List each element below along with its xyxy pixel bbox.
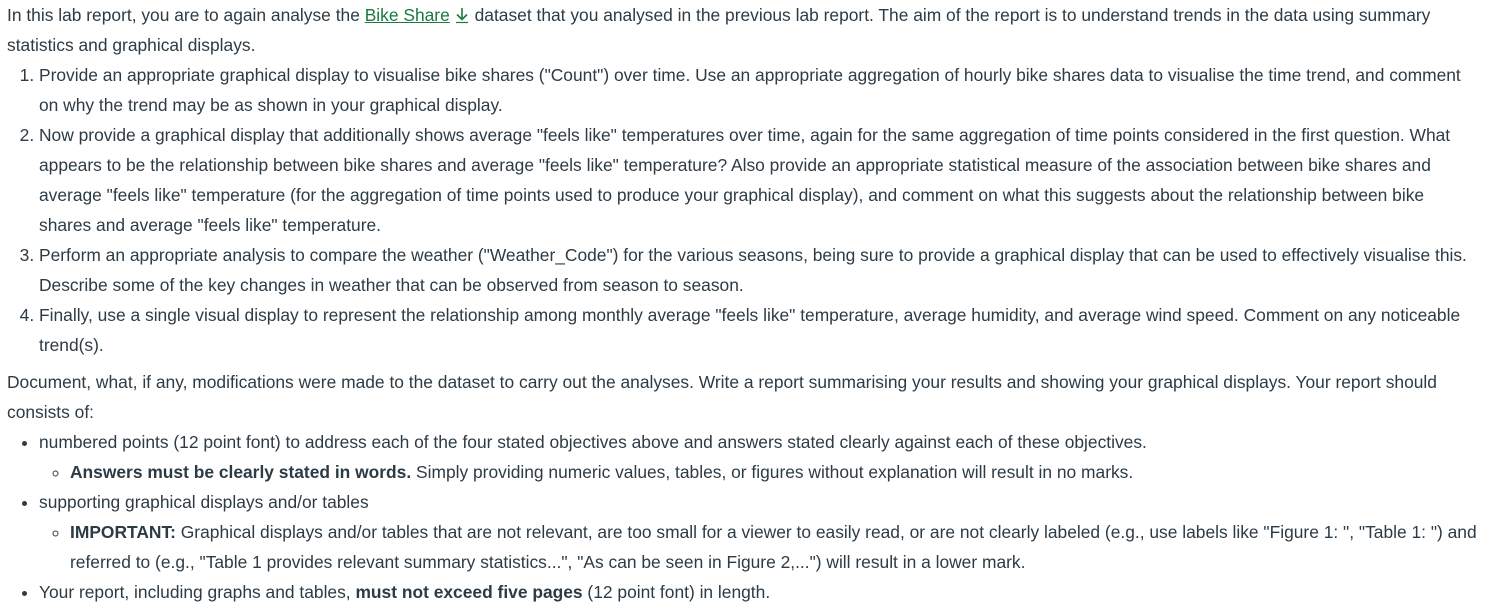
- objective-item: Provide an appropriate graphical display…: [39, 60, 1477, 120]
- intro-text-start: In this lab report, you are to again ana…: [7, 5, 365, 25]
- download-icon[interactable]: [454, 3, 470, 24]
- emphasis-text: IMPORTANT:: [70, 522, 176, 542]
- requirement-subitem: Answers must be clearly stated in words.…: [70, 457, 1477, 487]
- objectives-list: Provide an appropriate graphical display…: [7, 60, 1477, 360]
- objective-item: Finally, use a single visual display to …: [39, 300, 1477, 360]
- requirement-text: Your report, including graphs and tables…: [39, 582, 356, 602]
- bike-share-dataset-link[interactable]: Bike Share: [364, 5, 450, 25]
- document-paragraph: Document, what, if any, modifications we…: [7, 372, 1437, 422]
- intro-text-end: dataset that you analysed in the previou…: [7, 5, 1431, 55]
- requirement-subitem: IMPORTANT: Graphical displays and/or tab…: [70, 517, 1477, 577]
- report-requirements-list: numbered points (12 point font) to addre…: [7, 427, 1477, 607]
- report-requirement-item: Your report, including graphs and tables…: [39, 577, 1477, 607]
- objective-item: Perform an appropriate analysis to compa…: [39, 240, 1477, 300]
- requirement-sublist: IMPORTANT: Graphical displays and/or tab…: [39, 517, 1477, 577]
- objective-item: Now provide a graphical display that add…: [39, 120, 1477, 240]
- intro-paragraph: In this lab report, you are to again ana…: [7, 0, 1477, 60]
- subitem-text: Graphical displays and/or tables that ar…: [70, 522, 1477, 572]
- subitem-text: Simply providing numeric values, tables,…: [411, 462, 1134, 482]
- emphasis-text: Answers must be clearly stated in words.: [70, 462, 412, 482]
- requirement-text: (12 point font) in length.: [582, 582, 771, 602]
- report-requirement-item: numbered points (12 point font) to addre…: [39, 427, 1477, 487]
- report-requirement-item: supporting graphical displays and/or tab…: [39, 487, 1477, 577]
- requirement-text: numbered points (12 point font) to addre…: [39, 432, 1147, 452]
- requirement-text: supporting graphical displays and/or tab…: [39, 492, 369, 512]
- emphasis-text: must not exceed five pages: [355, 582, 583, 602]
- requirement-sublist: Answers must be clearly stated in words.…: [39, 457, 1477, 487]
